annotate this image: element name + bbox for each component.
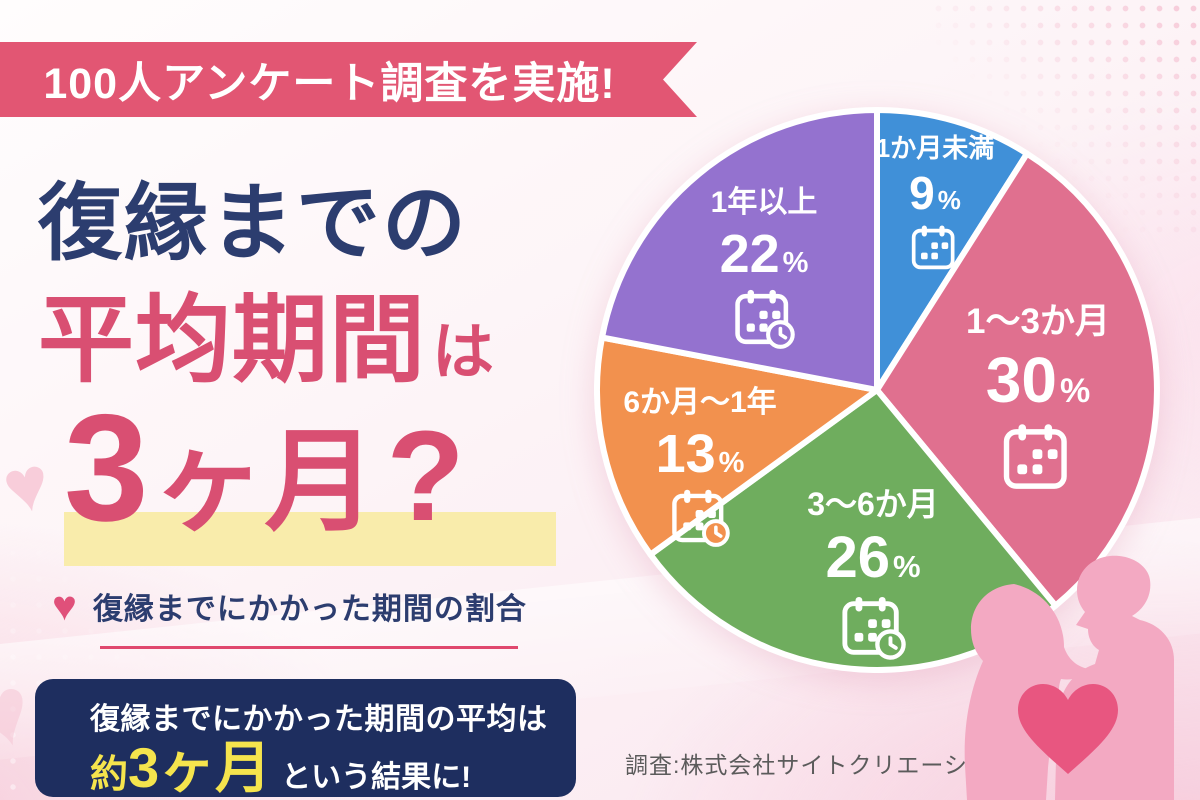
calendar-clock-icon [839,595,907,661]
pie-chart: 1か月未満 9% 1〜3か月 30% 3〜6か月 26% [588,104,1166,688]
survey-ribbon-banner: 100人アンケート調査を実施! [0,42,697,117]
chart-section-label: ♥ 復縁までにかかった期間の割合 [52,584,527,628]
calendar-icon [1000,422,1076,496]
section-underline [100,646,518,649]
pie-chart-svg [594,107,1160,673]
slice-name: 6か月〜1年 [623,386,777,419]
slice-percent: 26% [825,524,921,590]
slice-name: 1年以上 [710,186,818,219]
pie-slice-label: 1〜3か月 30% [940,302,1136,496]
survey-credit: 調査:株式会社サイトクリエーション [625,752,1016,778]
result-summary-box: 復縁までにかかった期間の平均は 約 3ヶ月 という結果に! [35,679,576,797]
slice-name: 1〜3か月 [966,302,1110,341]
yellow-highlight-bar [64,512,556,566]
calendar-clock-icon [732,288,796,350]
pie-slice-4 [599,107,880,393]
headline-unit: ヶ月 [152,419,377,544]
banner-text: 100人アンケート調査を実施! [43,59,616,108]
headline-line3: 3 ヶ月 ? [64,392,465,544]
headline-line2-main: 平均期間 [38,287,426,394]
chart-section-title: 復縁までにかかった期間の割合 [92,593,527,626]
couple-silhouette-illustration [964,555,1174,800]
result-line2: 約 3ヶ月 という結果に! [90,740,576,798]
slice-percent: 13% [655,423,745,484]
result-line2-rest: という結果に! [281,761,472,794]
slice-percent: 30% [985,344,1091,417]
pie-slice-label: 1か月未満 9% [850,133,1020,274]
slice-percent: 9% [909,166,961,219]
calendar-icon [909,224,961,274]
headline-line2: 平均期間 は [38,262,494,401]
slice-name: 1か月未満 [875,133,995,163]
slice-name: 3〜6か月 [807,486,939,522]
slice-percent: 22% [719,223,809,284]
pie-slice-label: 6か月〜1年 13% [600,386,800,548]
pie-slice-3 [594,334,880,558]
result-highlight-value: 3ヶ月 [128,736,272,799]
headline-line1: 復縁までの [38,176,469,270]
pie-slice-label: 3〜6か月 26% [773,486,973,661]
calendar-clock-icon [669,488,731,548]
result-line1: 復縁までにかかった期間の平均は [90,703,548,736]
pie-slice-label: 1年以上 22% [674,186,854,350]
headline-line2-particle: は [432,318,495,387]
heart-bullet-icon: ♥ [52,582,77,629]
pie-slice-1 [874,150,1160,609]
result-highlight-prefix: 約 [90,754,129,796]
headline-number: 3 [64,383,149,553]
headline-question-mark: ? [386,405,465,548]
background-heart-icon: ♥ [0,439,58,532]
